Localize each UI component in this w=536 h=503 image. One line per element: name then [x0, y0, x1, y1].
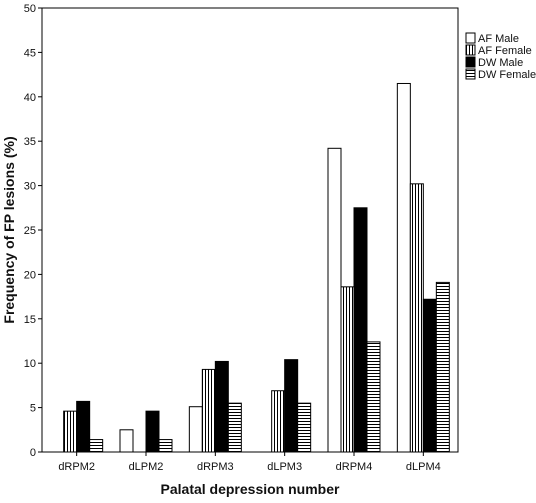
bar	[89, 439, 104, 453]
y-axis-title: Frequency of FP lesions (%)	[1, 136, 17, 323]
bar	[353, 207, 368, 453]
legend-swatch	[465, 32, 476, 44]
legend-label: DW Male	[478, 57, 523, 69]
bar	[158, 439, 173, 453]
bar	[76, 400, 91, 453]
bar	[297, 402, 312, 453]
y-tick-label: 5	[30, 403, 36, 415]
legend-swatch	[465, 56, 476, 68]
bar	[284, 359, 299, 453]
bar	[188, 406, 203, 453]
legend-swatch	[465, 44, 476, 56]
legend-label: AF Male	[478, 33, 519, 45]
y-tick-label: 30	[24, 181, 36, 193]
bar	[214, 360, 229, 453]
plot-area: 0 5 10 15 20 25 30 35 40 45 50 dRPM2 dLPM2 dRPM3 dLPM3…	[24, 3, 459, 473]
plot-frame	[41, 7, 459, 453]
bar	[435, 281, 450, 453]
bar	[63, 410, 78, 453]
x-tick-label: dLPM2	[129, 461, 164, 473]
legend-label: AF Female	[478, 45, 532, 57]
x-tick-label: dRPM4	[336, 461, 373, 473]
bar	[201, 368, 216, 453]
bar	[119, 429, 134, 453]
bar	[145, 410, 160, 453]
bar	[396, 82, 411, 453]
x-tick-label: dLPM3	[267, 461, 302, 473]
x-tick-label: dRPM2	[58, 461, 95, 473]
bar	[366, 341, 381, 453]
bar	[327, 147, 342, 453]
y-tick-label: 40	[24, 92, 36, 104]
y-tick-label: 0	[30, 447, 36, 459]
legend-swatch	[465, 68, 476, 80]
y-tick-label: 20	[24, 269, 36, 281]
y-tick-label: 25	[24, 225, 36, 237]
y-tick-label: 15	[24, 314, 36, 326]
bar	[340, 286, 355, 453]
y-tick-label: 45	[24, 47, 36, 59]
legend-label: DW Female	[478, 69, 536, 81]
y-tick-label: 50	[24, 3, 36, 15]
x-axis-title: Palatal depression number	[161, 481, 340, 497]
x-tick-label: dLPM4	[406, 461, 441, 473]
y-tick-label: 10	[24, 358, 36, 370]
x-tick-label: dRPM3	[197, 461, 234, 473]
bar	[271, 390, 286, 453]
bar	[409, 183, 424, 453]
y-tick-label: 35	[24, 136, 36, 148]
bar	[227, 402, 242, 453]
bar	[422, 298, 437, 453]
